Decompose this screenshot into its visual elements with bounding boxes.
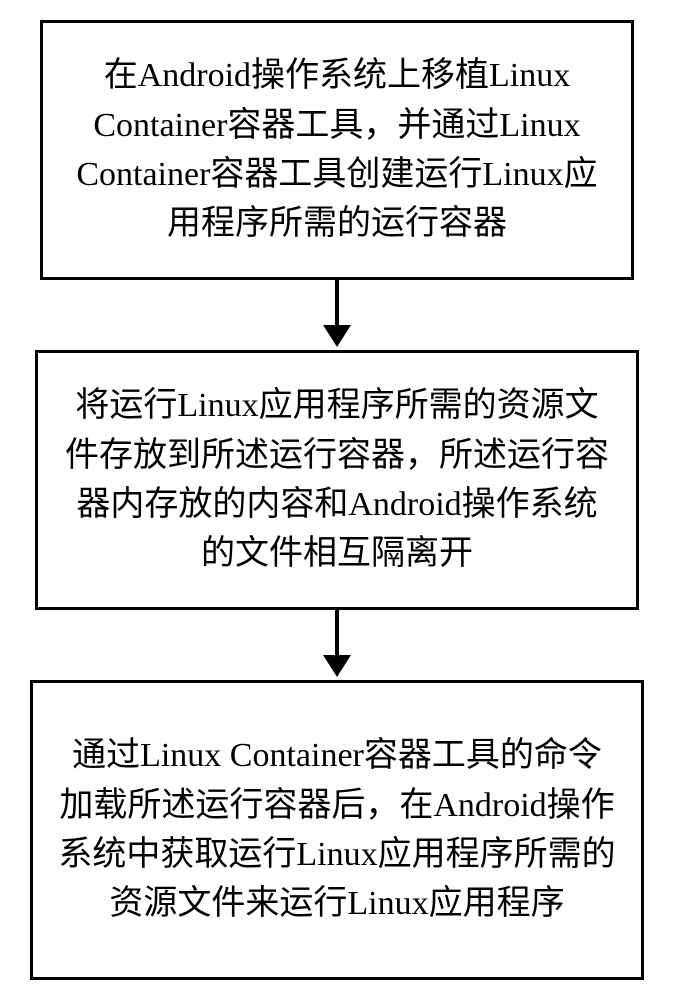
step-2-text: 将运行Linux应用程序所需的资源文件存放到所述运行容器，所述运行容器内存放的内… (62, 381, 612, 578)
flowchart-canvas: 在Android操作系统上移植Linux Container容器工具，并通过Li… (0, 0, 674, 1000)
flowchart-step-1: 在Android操作系统上移植Linux Container容器工具，并通过Li… (40, 20, 634, 280)
arrow-1-head (323, 325, 351, 347)
step-3-text: 通过Linux Container容器工具的命令加载所述运行容器后，在Andro… (57, 731, 617, 928)
arrow-2-head (323, 655, 351, 677)
arrow-1-stem (335, 280, 339, 325)
arrow-2-stem (335, 610, 339, 655)
step-1-text: 在Android操作系统上移植Linux Container容器工具，并通过Li… (67, 51, 607, 248)
flowchart-step-3: 通过Linux Container容器工具的命令加载所述运行容器后，在Andro… (30, 680, 644, 980)
flowchart-step-2: 将运行Linux应用程序所需的资源文件存放到所述运行容器，所述运行容器内存放的内… (35, 350, 639, 610)
